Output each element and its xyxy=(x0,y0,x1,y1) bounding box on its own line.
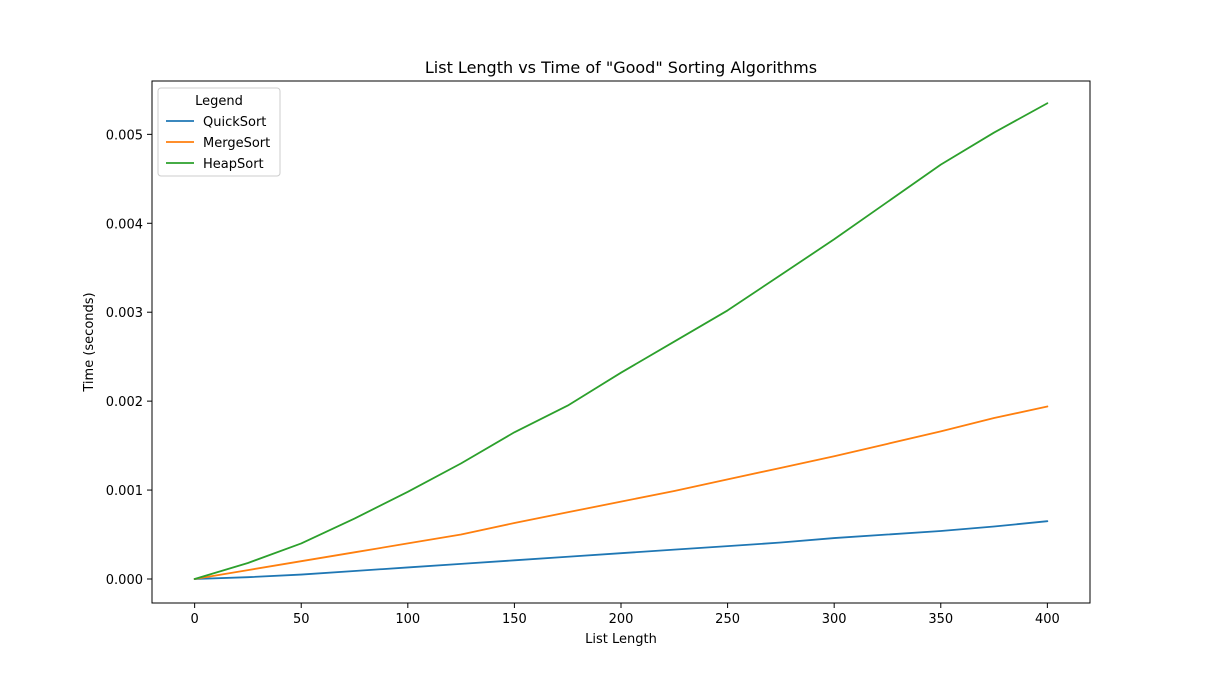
x-tick-label: 100 xyxy=(395,612,420,627)
plot-area xyxy=(151,80,1091,604)
chart-title: List Length vs Time of "Good" Sorting Al… xyxy=(425,58,817,77)
series-line-mergesort xyxy=(193,405,1049,580)
legend-entries: QuickSort MergeSort HeapSort xyxy=(166,115,270,172)
series-line-heapsort xyxy=(193,102,1049,580)
x-axis-label: List Length xyxy=(585,632,657,647)
x-axis: 0 50 100 150 200 250 300 350 400 xyxy=(190,603,1060,627)
x-tick-label: 300 xyxy=(822,612,847,627)
x-tick-label: 0 xyxy=(190,612,198,627)
x-tick-label: 150 xyxy=(502,612,527,627)
legend-box xyxy=(157,87,281,177)
y-axis: 0.000 0.001 0.002 0.003 0.004 0.005 xyxy=(106,128,152,588)
series-line-quicksort xyxy=(193,520,1049,580)
x-tick-label: 400 xyxy=(1035,612,1060,627)
series-layer xyxy=(193,102,1049,580)
legend-label-mergesort: MergeSort xyxy=(203,136,270,151)
y-tick-label: 0.000 xyxy=(106,573,143,588)
y-axis-label: Time (seconds) xyxy=(82,292,97,392)
x-tick-label: 50 xyxy=(293,612,310,627)
y-tick-label: 0.003 xyxy=(106,306,143,321)
x-tick-label: 250 xyxy=(715,612,740,627)
y-tick-label: 0.005 xyxy=(106,128,143,143)
legend-title: Legend xyxy=(195,94,243,109)
plot-background xyxy=(152,81,1090,603)
y-tick-label: 0.002 xyxy=(106,395,143,410)
y-tick-label: 0.004 xyxy=(106,217,143,232)
legend: Legend QuickSort MergeSort HeapSort xyxy=(157,87,281,177)
legend-label-quicksort: QuickSort xyxy=(203,115,266,130)
x-tick-label: 200 xyxy=(609,612,634,627)
legend-label-heapsort: HeapSort xyxy=(203,157,264,172)
y-tick-label: 0.001 xyxy=(106,484,143,499)
x-tick-label: 350 xyxy=(928,612,953,627)
